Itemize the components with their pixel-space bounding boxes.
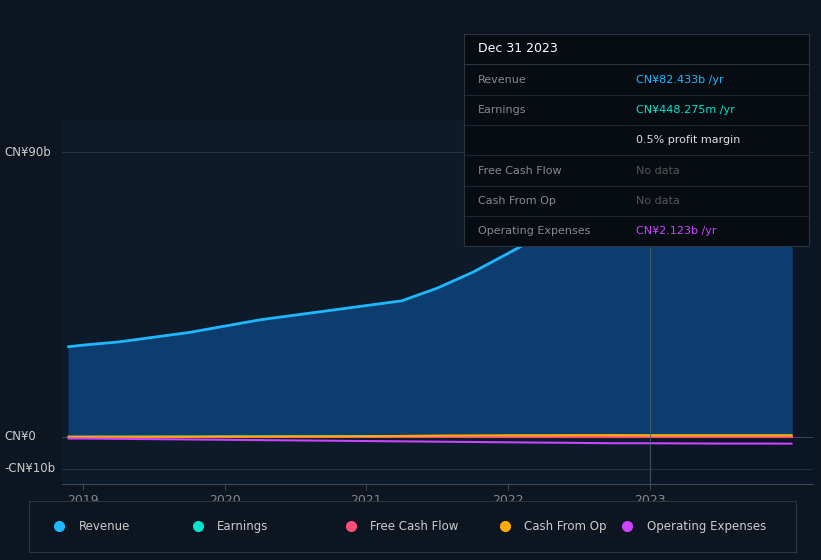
Text: 0.5% profit margin: 0.5% profit margin — [636, 136, 741, 145]
Text: Cash From Op: Cash From Op — [478, 196, 556, 206]
Text: Revenue: Revenue — [478, 74, 526, 85]
Text: Earnings: Earnings — [478, 105, 526, 115]
Text: Revenue: Revenue — [79, 520, 130, 533]
Text: CN¥0: CN¥0 — [4, 431, 36, 444]
Text: CN¥90b: CN¥90b — [4, 146, 51, 158]
Text: -CN¥10b: -CN¥10b — [4, 462, 55, 475]
Text: No data: No data — [636, 166, 680, 176]
Text: CN¥448.275m /yr: CN¥448.275m /yr — [636, 105, 735, 115]
Text: CN¥82.433b /yr: CN¥82.433b /yr — [636, 74, 724, 85]
Text: CN¥2.123b /yr: CN¥2.123b /yr — [636, 226, 717, 236]
Text: Operating Expenses: Operating Expenses — [647, 520, 766, 533]
Text: Cash From Op: Cash From Op — [524, 520, 607, 533]
Text: Earnings: Earnings — [217, 520, 268, 533]
Text: Free Cash Flow: Free Cash Flow — [478, 166, 562, 176]
Text: Dec 31 2023: Dec 31 2023 — [478, 43, 557, 55]
Text: Free Cash Flow: Free Cash Flow — [370, 520, 459, 533]
Text: No data: No data — [636, 196, 680, 206]
Bar — [649, 120, 813, 484]
Text: Operating Expenses: Operating Expenses — [478, 226, 590, 236]
